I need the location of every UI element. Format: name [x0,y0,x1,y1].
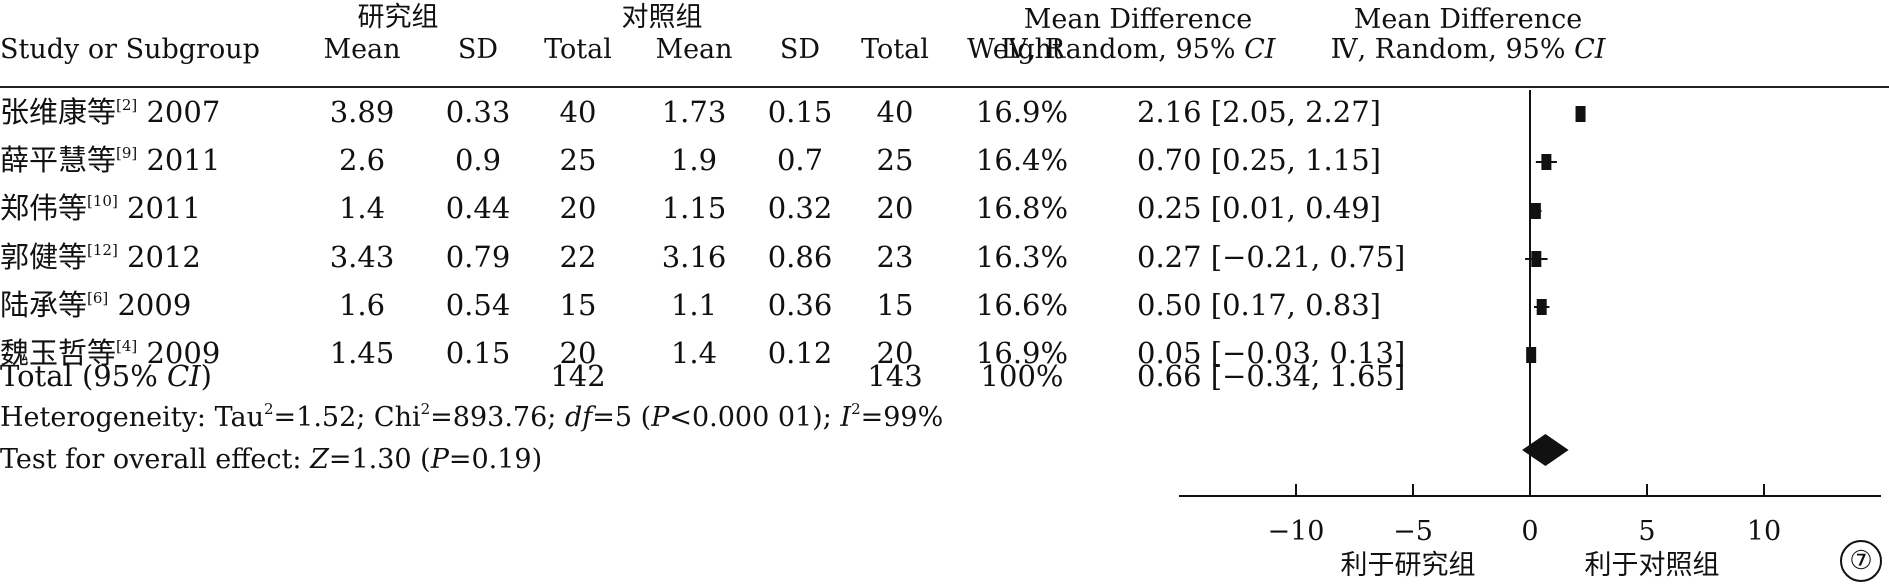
study-total-a: 20 [559,191,597,225]
study-total-b: 40 [876,95,914,129]
study-total-a: 20 [559,336,597,370]
study-total-b: 15 [876,288,914,322]
sd-a-header: SD [457,34,499,65]
study-mean-b: 1.15 [661,191,727,225]
study-sd-a: 0.54 [445,288,511,322]
study-name: 郑伟等[10] 2011 [0,191,201,225]
md-title: Mean Difference [1023,4,1253,35]
study-mean-a: 1.6 [338,288,386,322]
study-sd-a: 0.15 [445,336,511,370]
total-b-value: 143 [867,359,923,393]
study-weight: 16.9% [975,95,1069,129]
study-total-a: 15 [559,288,597,322]
study-weight: 16.9% [975,336,1069,370]
favors-control-label: 利于对照组 [1584,550,1720,581]
study-total-a: 25 [559,143,597,177]
study-name: 魏玉哲等[4] 2009 [0,336,221,370]
study-sd-b: 0.86 [767,240,833,274]
study-total-b: 25 [876,143,914,177]
study-ci-text: 0.27 [−0.21, 0.75] [1137,240,1406,274]
x-tick-label: 5 [1638,516,1655,547]
favors-study-label: 利于研究组 [1340,550,1476,581]
mean-a-header: Mean [323,34,401,65]
study-weight: 16.4% [975,143,1069,177]
study-sd-a: 0.33 [445,95,511,129]
study-mean-a: 3.43 [329,240,395,274]
summary-diamond [1522,434,1569,466]
point-estimate-marker [1575,106,1586,122]
study-column-header: Study or Subgroup [0,34,260,65]
study-total-b: 23 [876,240,914,274]
x-tick-label: 0 [1521,516,1538,547]
plot-title: Mean Difference [1353,4,1583,35]
x-tick-label: 10 [1747,516,1781,547]
study-sd-a: 0.44 [445,191,511,225]
study-ci-text: 0.05 [−0.03, 0.13] [1137,336,1406,370]
point-estimate-marker [1531,251,1542,267]
heterogeneity-text: Heterogeneity: Tau2=1.52; Chi2=893.76; d… [0,400,944,433]
study-name: 郭健等[12] 2012 [0,240,201,274]
md-method-header: Ⅳ, Random, 95% CI [1000,34,1276,65]
study-mean-b: 1.9 [670,143,718,177]
group-a-header: 研究组 [357,2,439,33]
study-sd-b: 0.7 [776,143,824,177]
point-estimate-marker [1541,154,1552,170]
study-total-b: 20 [876,191,914,225]
x-tick-label: −5 [1393,516,1433,547]
study-ci-text: 0.70 [0.25, 1.15] [1137,143,1381,177]
study-ci-text: 2.16 [2.05, 2.27] [1137,95,1381,129]
total-a-value: 142 [550,359,606,393]
study-sd-b: 0.32 [767,191,833,225]
group-b-header: 对照组 [621,2,703,33]
study-weight: 16.6% [975,288,1069,322]
sd-b-header: SD [779,34,821,65]
study-mean-a: 1.45 [329,336,395,370]
study-total-a: 22 [559,240,597,274]
study-sd-b: 0.15 [767,95,833,129]
study-weight: 16.8% [975,191,1069,225]
study-mean-a: 1.4 [338,191,386,225]
total-b-header: Total [861,34,929,65]
total-ci: 0.66 [−0.34, 1.65] [1137,359,1406,393]
study-total-b: 20 [876,336,914,370]
study-mean-b: 1.1 [670,288,718,322]
total-a-header: Total [544,34,612,65]
plot-method-header: Ⅳ, Random, 95% CI [1330,34,1606,65]
study-mean-b: 1.4 [670,336,718,370]
study-weight: 16.3% [975,240,1069,274]
overall-effect-text: Test for overall effect: Z=1.30 (P=0.19) [0,444,543,475]
study-mean-a: 2.6 [338,143,386,177]
study-total-a: 40 [559,95,597,129]
study-mean-b: 3.16 [661,240,727,274]
study-mean-a: 3.89 [329,95,395,129]
point-estimate-marker [1526,347,1537,363]
study-sd-b: 0.12 [767,336,833,370]
figure-number: ⑦ [1840,540,1882,582]
header-rule [0,86,1889,88]
study-ci-text: 0.50 [0.17, 0.83] [1137,288,1381,322]
point-estimate-marker [1530,203,1541,219]
total-weight: 100% [980,359,1064,393]
x-tick-label: −10 [1268,516,1325,547]
study-mean-b: 1.73 [661,95,727,129]
study-ci-text: 0.25 [0.01, 0.49] [1137,191,1381,225]
study-name: 陆承等[6] 2009 [0,288,192,322]
study-name: 张维康等[2] 2007 [0,95,221,129]
study-sd-a: 0.9 [454,143,502,177]
total-label: Total (95% CI) [0,359,212,393]
study-name: 薛平慧等[9] 2011 [0,143,221,177]
weight-header: Weight [967,34,1063,65]
study-sd-a: 0.79 [445,240,511,274]
mean-b-header: Mean [655,34,733,65]
point-estimate-marker [1536,299,1547,315]
study-sd-b: 0.36 [767,288,833,322]
